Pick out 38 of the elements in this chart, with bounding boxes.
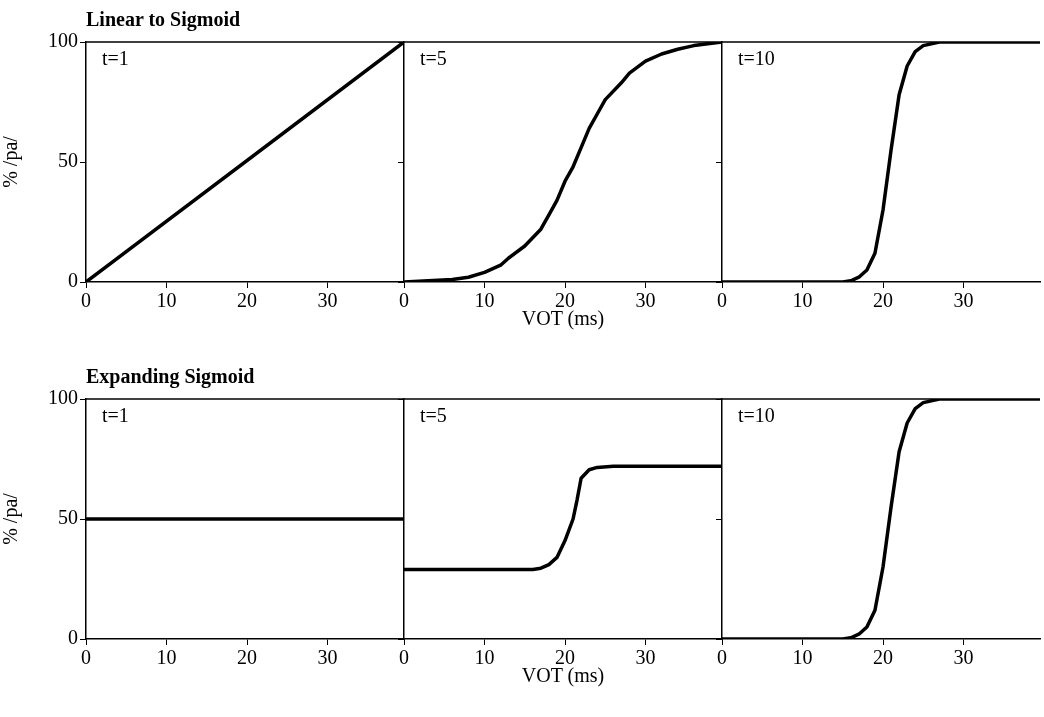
x-tick-label: 10	[156, 646, 177, 669]
y-axis-title: % /pa/	[0, 492, 23, 545]
x-tick-label: 30	[953, 646, 974, 669]
x-tick-label: 10	[792, 646, 813, 669]
x-tick-label: 30	[953, 289, 974, 312]
annotation: t=1	[102, 404, 129, 427]
x-tick-label: 10	[156, 289, 177, 312]
x-tick-label: 0	[399, 289, 409, 312]
x-tick-label: 0	[399, 646, 409, 669]
x-tick-label: 20	[237, 646, 258, 669]
y-tick-label: 0	[68, 269, 78, 292]
y-axis-title: % /pa/	[0, 135, 23, 188]
x-tick-label: 20	[873, 646, 894, 669]
y-tick-label: 100	[48, 386, 78, 409]
y-tick-label: 50	[58, 149, 78, 172]
chart-title: Linear to Sigmoid	[86, 8, 241, 31]
x-axis-title: VOT (ms)	[521, 664, 605, 688]
x-tick-label: 30	[317, 646, 338, 669]
x-tick-label: 10	[792, 289, 813, 312]
y-tick-label: 50	[58, 506, 78, 529]
x-tick-label: 20	[873, 289, 894, 312]
annotation: t=5	[420, 404, 447, 427]
x-tick-label: 0	[717, 646, 727, 669]
x-tick-label: 10	[474, 289, 495, 312]
annotation: t=5	[420, 47, 447, 70]
x-tick-label: 10	[474, 646, 495, 669]
annotation: t=1	[102, 47, 129, 70]
annotation: t=10	[738, 404, 775, 427]
x-tick-label: 30	[635, 646, 656, 669]
x-tick-label: 30	[635, 289, 656, 312]
y-tick-label: 100	[48, 29, 78, 52]
annotation: t=10	[738, 47, 775, 70]
chart-title: Expanding Sigmoid	[86, 365, 255, 388]
x-tick-label: 20	[237, 289, 258, 312]
x-axis-title: VOT (ms)	[521, 307, 605, 331]
x-tick-label: 0	[717, 289, 727, 312]
x-tick-label: 30	[317, 289, 338, 312]
y-tick-label: 0	[68, 626, 78, 649]
